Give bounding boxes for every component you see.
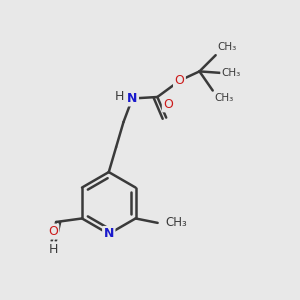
- Text: CH₃: CH₃: [165, 216, 187, 230]
- Text: CH₃: CH₃: [214, 94, 233, 103]
- Text: H: H: [49, 243, 58, 256]
- Text: H: H: [114, 90, 124, 103]
- Text: O: O: [163, 98, 173, 111]
- Text: CH₃: CH₃: [217, 42, 236, 52]
- Text: O: O: [48, 225, 58, 238]
- Text: N: N: [103, 227, 114, 240]
- Text: N: N: [127, 92, 137, 105]
- Text: CH₃: CH₃: [221, 68, 241, 78]
- Text: O: O: [175, 74, 184, 87]
